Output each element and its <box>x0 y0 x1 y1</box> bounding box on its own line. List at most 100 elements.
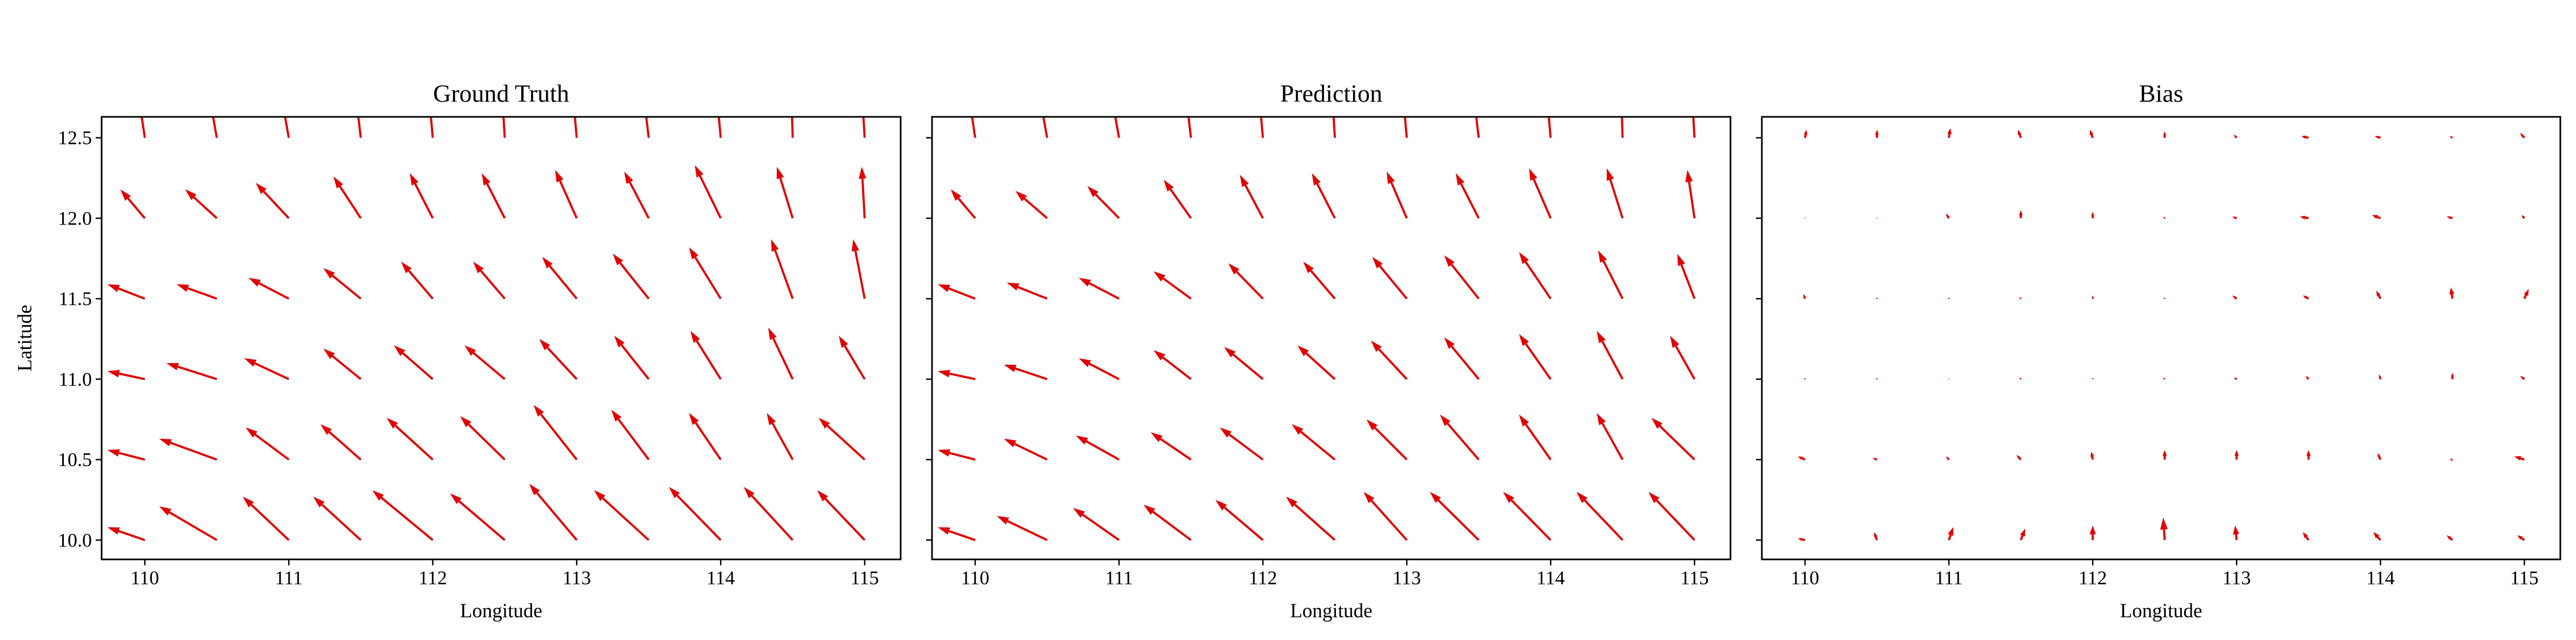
arrow-head <box>788 89 795 101</box>
arrow-shaft <box>621 344 650 380</box>
arrow <box>2446 535 2453 541</box>
arrow <box>2089 525 2096 540</box>
arrow-shaft <box>1460 183 1480 219</box>
arrow <box>185 189 218 219</box>
arrow-head <box>1798 456 1803 460</box>
arrow-head <box>817 490 828 502</box>
arrow-shaft <box>1007 520 1048 542</box>
arrow-shaft <box>1680 264 1696 299</box>
plot-area <box>107 89 867 542</box>
arrow-head <box>1876 297 1878 298</box>
arrow <box>2449 458 2453 461</box>
arrow-shaft <box>331 274 362 300</box>
arrow <box>2302 532 2309 541</box>
arrow-shaft <box>779 177 794 219</box>
arrow <box>2019 297 2022 300</box>
arrow-shaft <box>1547 117 1552 138</box>
arrow-shaft <box>329 431 362 461</box>
arrow <box>767 413 794 460</box>
arrow <box>937 449 976 461</box>
arrow-head <box>533 405 544 417</box>
arrow <box>1692 117 1696 138</box>
arrow <box>141 117 146 138</box>
arrow-shaft <box>127 197 146 219</box>
arrow-shaft <box>1310 270 1336 300</box>
arrow-shaft <box>1621 117 1624 138</box>
arrow-head <box>333 176 343 189</box>
arrow <box>107 370 145 380</box>
arrow-head <box>185 189 197 200</box>
arrow-head <box>1386 171 1395 184</box>
y-axis-label: Latitude <box>14 305 36 371</box>
arrow-head <box>255 182 267 194</box>
arrow <box>2019 377 2022 380</box>
arrow-shaft <box>2163 216 2166 219</box>
arrow-shaft <box>2306 377 2309 380</box>
arrow <box>1519 252 1552 300</box>
arrow <box>614 335 650 380</box>
arrow-head <box>450 493 462 504</box>
arrow <box>1187 117 1193 138</box>
arrow <box>120 189 146 219</box>
arrow-shaft <box>1403 117 1408 138</box>
arrow <box>1370 340 1408 380</box>
arrow <box>851 239 866 299</box>
arrow <box>450 493 505 541</box>
arrow <box>2446 216 2453 220</box>
arrow-head <box>460 416 471 427</box>
arrow <box>159 506 218 542</box>
arrow <box>2451 372 2454 379</box>
arrow-head <box>2162 450 2167 456</box>
arrow-head <box>2163 131 2166 135</box>
arrow <box>624 171 650 219</box>
arrow-head <box>2089 525 2096 535</box>
arrow-shaft <box>1152 511 1192 541</box>
arrow <box>555 170 578 219</box>
arrow-head <box>2521 215 2524 218</box>
arrow-head <box>1228 263 1240 275</box>
arrow <box>1292 424 1336 461</box>
arrow <box>2305 375 2309 380</box>
arrow-head <box>2016 454 2020 459</box>
arrow-head <box>1596 413 1606 425</box>
arrow <box>1947 297 1950 299</box>
arrow-shaft <box>1187 117 1193 138</box>
arrow-shaft <box>574 117 578 138</box>
arrow-head <box>1803 294 1806 298</box>
arrow-shaft <box>1089 282 1120 300</box>
arrow-head <box>1947 527 1954 536</box>
arrow-shaft <box>502 117 506 138</box>
arrow-shaft <box>772 338 794 380</box>
arrow <box>1220 427 1264 461</box>
arrow-head <box>689 413 699 425</box>
arrow <box>2520 133 2525 139</box>
y-tick-label: 10.0 <box>58 529 92 551</box>
arrow-head <box>2089 129 2094 135</box>
arrow-head <box>858 89 866 101</box>
arrow-head <box>1312 173 1321 186</box>
arrow-head <box>2232 295 2236 299</box>
arrow-head <box>372 490 384 501</box>
arrow-head <box>2305 375 2308 379</box>
arrow-shaft <box>949 452 976 461</box>
arrow-head <box>1519 252 1529 264</box>
arrow <box>1143 504 1192 541</box>
arrow <box>996 516 1048 542</box>
arrow-head <box>1007 282 1020 291</box>
arrow <box>372 490 434 541</box>
arrow-head <box>1618 89 1625 101</box>
y-tick-label: 10.5 <box>58 449 92 471</box>
arrow <box>1332 117 1336 138</box>
arrow <box>1618 89 1625 138</box>
arrow <box>2521 215 2525 219</box>
arrow-shaft <box>1447 423 1480 460</box>
arrow <box>1440 414 1480 460</box>
arrow-shaft <box>540 413 578 460</box>
arrow <box>502 117 506 138</box>
arrow-shaft <box>1023 197 1048 219</box>
arrow <box>937 284 976 300</box>
x-tick-label: 111 <box>1935 567 1962 589</box>
arrow-head <box>248 278 261 287</box>
arrow-shaft <box>263 190 290 219</box>
arrow-shaft <box>699 175 722 219</box>
